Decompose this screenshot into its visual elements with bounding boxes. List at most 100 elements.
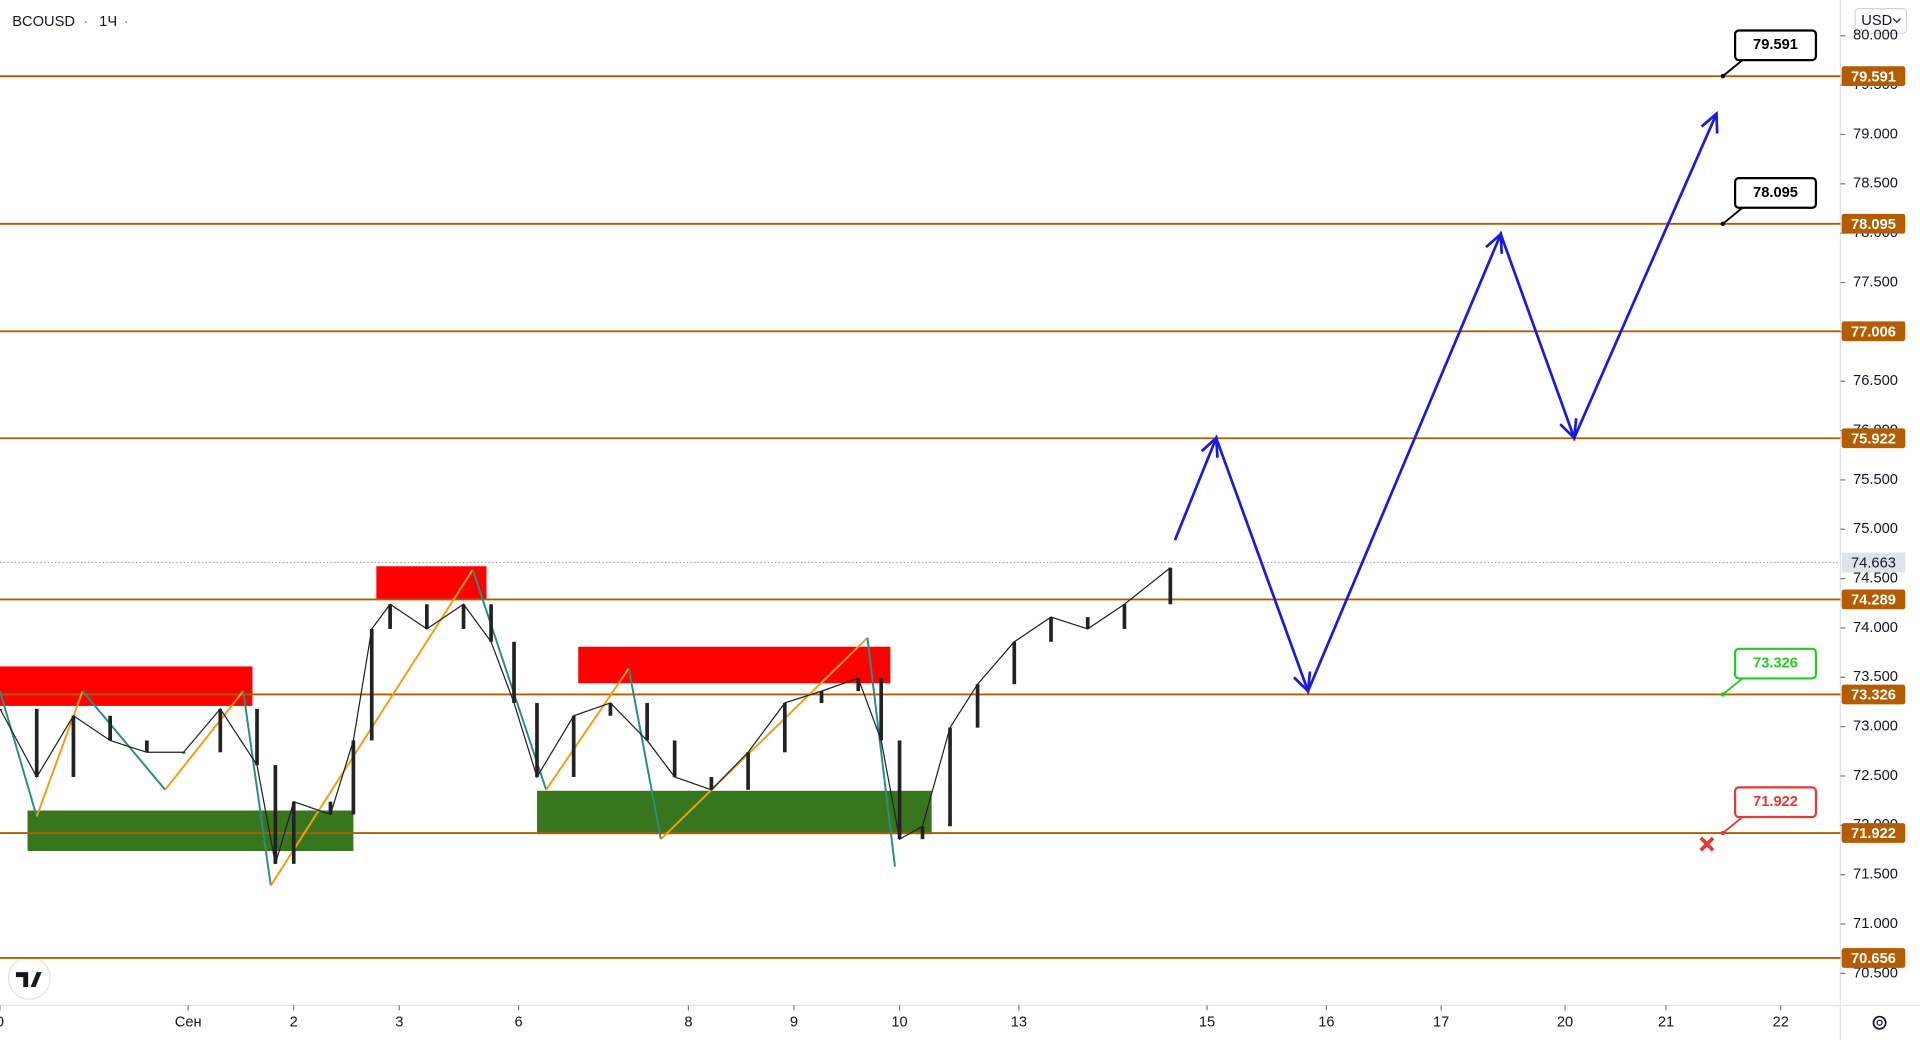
separator: · — [83, 14, 88, 30]
candle — [975, 684, 980, 728]
price-line — [0, 567, 1171, 865]
wave-segment — [866, 637, 896, 867]
candle — [672, 740, 677, 777]
callout-pointer — [1722, 677, 1744, 696]
candle — [856, 678, 861, 692]
settings-icon[interactable] — [1872, 1015, 1887, 1030]
x-tick-label: 20 — [1557, 1015, 1573, 1031]
callout-pointer — [1722, 59, 1744, 77]
wave-segment — [627, 668, 662, 840]
y-tick-label: 72.500 — [1853, 768, 1898, 784]
separator: · — [124, 14, 129, 30]
y-tick-label: 75.000 — [1853, 521, 1898, 537]
y-tick-label: 71.000 — [1853, 916, 1898, 932]
candle — [709, 776, 714, 790]
y-tick-label: 71.500 — [1853, 867, 1898, 883]
candle — [879, 678, 884, 741]
y-tick-label: 80.000 — [1853, 28, 1898, 44]
wave-segment — [660, 637, 869, 840]
forecast-arrowhead — [1700, 110, 1719, 134]
x-tick-label: 15 — [1199, 1015, 1215, 1031]
forecast-path — [1173, 113, 1718, 695]
x-tick-label: 10 — [891, 1015, 907, 1031]
x-tick-label: 13 — [1011, 1015, 1027, 1031]
candle — [1168, 567, 1173, 605]
forecast-arrowhead — [1200, 435, 1219, 458]
tv-logo[interactable] — [7, 956, 51, 1000]
candle — [1012, 641, 1017, 685]
candle — [145, 740, 149, 753]
interval[interactable]: 1Ч — [99, 14, 117, 30]
level-price-label: 77.006 — [1851, 324, 1896, 340]
level-price-label: 74.289 — [1851, 593, 1896, 609]
candle — [608, 702, 613, 716]
callout-label: 79.591 — [1753, 37, 1798, 53]
callout-dot — [1720, 221, 1726, 227]
level-price-box — [1841, 589, 1906, 610]
wave-segment — [35, 690, 84, 817]
candle — [920, 826, 925, 840]
y-tick-label: 74.000 — [1853, 620, 1898, 636]
level-price-box — [1841, 213, 1906, 234]
level-price-box — [1841, 428, 1906, 449]
callout-box — [1734, 647, 1818, 680]
currency-label: USD — [1861, 13, 1892, 29]
wave-segment — [471, 569, 548, 791]
y-tick-label: 70.500 — [1853, 965, 1898, 981]
level-price-box — [1841, 823, 1906, 843]
last-price-box — [1841, 552, 1906, 573]
stop-mark — [1699, 836, 1715, 852]
y-tick-label: 73.000 — [1853, 719, 1898, 735]
candle — [1085, 617, 1090, 629]
callout-label: 73.326 — [1753, 655, 1798, 671]
x-tick-label: 21 — [1658, 1015, 1674, 1031]
level-price-label: 79.591 — [1851, 69, 1896, 85]
callout-label: 71.922 — [1753, 794, 1798, 810]
x-tick-label: 16 — [1318, 1015, 1334, 1031]
x-tick-label: 22 — [1773, 1015, 1789, 1031]
currency-button[interactable] — [1854, 8, 1908, 34]
wave-segment — [0, 690, 38, 817]
candle — [388, 604, 392, 629]
y-tick-label: 77.500 — [1853, 274, 1898, 290]
last-price-label: 74.663 — [1851, 556, 1896, 572]
callout-pointer — [1722, 207, 1744, 225]
level-price-box — [1841, 684, 1906, 705]
candle — [273, 765, 278, 864]
candle — [34, 708, 39, 777]
wave-segment — [242, 690, 272, 886]
y-tick-label: 79.000 — [1853, 126, 1898, 142]
x-tick-label: 0 — [0, 1015, 4, 1031]
wave-segment — [81, 690, 166, 791]
callout-dot — [1720, 73, 1726, 79]
level-price-box — [1841, 321, 1906, 342]
candle — [819, 691, 824, 703]
candle — [782, 702, 787, 753]
zone — [27, 810, 354, 851]
zone — [376, 566, 487, 600]
candle — [369, 628, 374, 741]
candle — [489, 604, 493, 642]
candle — [512, 641, 516, 703]
symbol[interactable]: BCOUSD — [12, 14, 75, 30]
callout-dot — [1720, 692, 1726, 697]
candle — [71, 715, 76, 777]
candle — [328, 801, 333, 815]
candle — [218, 708, 223, 753]
level-price-label: 78.095 — [1851, 217, 1896, 233]
candle — [1122, 604, 1127, 629]
x-tick-label: 2 — [290, 1015, 298, 1031]
y-tick-label: 73.500 — [1853, 669, 1898, 685]
candle — [948, 727, 952, 827]
level-price-box — [1841, 66, 1906, 87]
zone — [578, 646, 891, 684]
y-tick-label: 78.500 — [1853, 176, 1898, 192]
wave-segment — [164, 690, 245, 791]
y-tick-label: 75.500 — [1853, 472, 1898, 488]
candle — [461, 604, 466, 629]
x-tick-label: Сен — [175, 1015, 202, 1031]
x-tick-label: 17 — [1433, 1015, 1449, 1031]
level-price-label: 71.922 — [1851, 826, 1896, 842]
